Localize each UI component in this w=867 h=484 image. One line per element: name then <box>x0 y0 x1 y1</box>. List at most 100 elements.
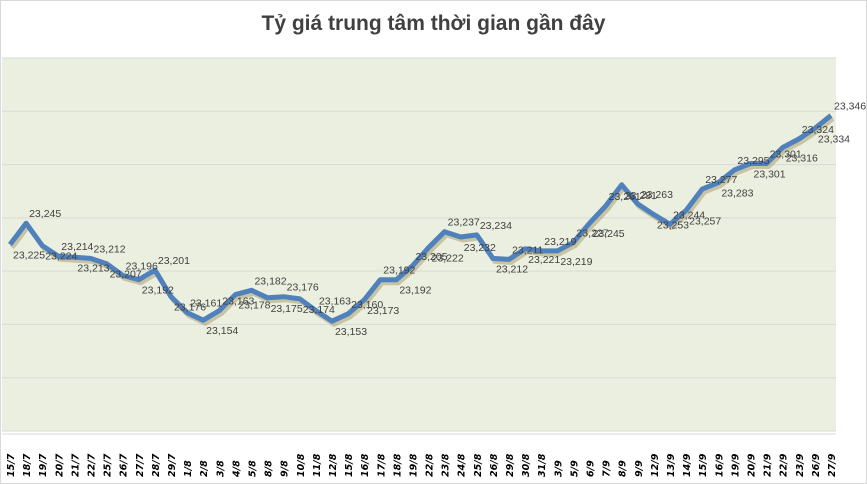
data-label: 23,244 <box>673 209 705 221</box>
series-line <box>8 113 833 324</box>
x-tick-label: 26/7 <box>119 453 130 477</box>
x-tick-label: 15/9 <box>698 453 709 477</box>
x-tick-label: 16/9 <box>714 453 725 477</box>
data-label: 23,295 <box>737 155 769 167</box>
x-tick-label: 27/9 <box>827 453 838 477</box>
data-label: 23,277 <box>705 174 737 186</box>
x-tick-label: 24/8 <box>457 453 468 477</box>
x-tick-label: 13/9 <box>666 453 677 477</box>
x-tick-label: 4/8 <box>231 460 242 478</box>
data-label: 23,222 <box>432 253 464 265</box>
data-label: 23,263 <box>641 189 673 201</box>
data-label: 23,176 <box>174 302 206 314</box>
data-label: 23,225 <box>13 250 45 262</box>
data-label: 23,212 <box>496 263 528 275</box>
data-label: 23,192 <box>383 265 415 277</box>
data-label: 23,221 <box>528 254 560 266</box>
data-label: 23,211 <box>512 244 543 256</box>
data-label: 23,201 <box>158 255 190 267</box>
x-tick-label: 29/7 <box>167 453 178 477</box>
x-tick-label: 18/8 <box>392 453 403 477</box>
data-label: 23,237 <box>448 217 480 229</box>
x-tick-label: 22/9 <box>779 453 790 477</box>
data-label: 23,192 <box>399 285 431 297</box>
data-label: 23,219 <box>560 256 592 268</box>
x-tick-label: 12/9 <box>650 453 661 477</box>
data-label: 23,196 <box>126 260 158 272</box>
data-label: 23,161 <box>190 298 222 310</box>
x-tick-label: 9/8 <box>280 460 291 477</box>
data-label: 23,234 <box>480 220 512 232</box>
data-label: 23,227 <box>576 227 608 239</box>
x-tick-label: 21/9 <box>763 453 774 477</box>
data-label: 23,182 <box>254 275 286 287</box>
x-tick-label: 19/8 <box>408 453 419 477</box>
x-tick-label: 12/8 <box>328 453 339 477</box>
x-tick-label: 5/8 <box>247 460 258 477</box>
x-tick-label: 19/7 <box>38 453 49 477</box>
x-tick-label: 15/8 <box>344 453 355 477</box>
x-tick-label: 23/9 <box>795 453 806 477</box>
data-label: 23,175 <box>271 303 303 315</box>
x-tick-label: 8/8 <box>264 460 275 477</box>
chart-title: Tỷ giá trung tâm thời gian gần đây <box>261 12 606 35</box>
data-label: 23,245 <box>29 208 61 220</box>
x-tick-label: 11/8 <box>312 453 323 477</box>
data-label: 23,224 <box>45 251 77 263</box>
data-label: 23,316 <box>786 153 818 165</box>
data-label: 23,334 <box>818 133 850 145</box>
x-tick-label: 26/8 <box>489 453 500 477</box>
x-tick-label: 6/9 <box>586 460 597 477</box>
x-tick-label: 9/9 <box>634 460 645 477</box>
data-label: 23,192 <box>142 285 174 297</box>
data-label: 23,283 <box>721 188 753 200</box>
x-tick-label: 23/8 <box>441 453 452 477</box>
x-tick-label: 2/8 <box>199 460 210 477</box>
line-shadow <box>10 116 835 327</box>
x-tick-label: 10/8 <box>296 453 307 477</box>
x-tick-label: 3/9 <box>553 460 564 477</box>
data-label: 23,232 <box>464 242 496 254</box>
x-tick-label: 5/9 <box>569 460 580 477</box>
x-tick-label: 16/8 <box>360 453 371 477</box>
data-label: 23,163 <box>222 296 254 308</box>
x-tick-label: 7/9 <box>602 460 613 477</box>
data-label: 23,174 <box>303 304 335 316</box>
data-label: 23,257 <box>689 215 721 227</box>
data-label: 23,346 <box>834 101 866 113</box>
x-tick-label: 25/8 <box>473 453 484 477</box>
data-label: 23,245 <box>593 228 625 240</box>
data-label: 23,301 <box>770 149 802 161</box>
x-tick-label: 1/8 <box>183 460 194 477</box>
data-label: 23,153 <box>335 326 367 338</box>
data-label: 23,261 <box>609 191 641 203</box>
data-label: 23,214 <box>61 241 93 253</box>
x-tick-label: 18/7 <box>22 453 33 477</box>
x-tick-label: 30/8 <box>521 453 532 477</box>
x-tick-label: 8/9 <box>618 460 629 477</box>
x-tick-label: 21/7 <box>70 453 81 477</box>
data-label: 23,178 <box>238 300 270 312</box>
x-tick-label: 22/8 <box>425 453 436 477</box>
x-tick-label: 19/9 <box>730 453 741 477</box>
data-label: 23,163 <box>319 296 351 308</box>
x-tick-label: 29/8 <box>505 453 516 477</box>
x-tick-label: 14/9 <box>682 453 693 477</box>
data-label: 23,253 <box>657 220 689 232</box>
x-tick-label: 22/7 <box>86 453 97 477</box>
x-tick-label: 25/7 <box>103 453 114 477</box>
data-label: 23,160 <box>351 299 383 311</box>
data-label: 23,281 <box>625 190 657 202</box>
x-tick-label: 28/7 <box>151 453 162 477</box>
plot-area <box>2 58 836 431</box>
data-label: 23,324 <box>802 124 834 136</box>
x-tick-label: 3/8 <box>215 460 226 477</box>
data-label: 23,219 <box>544 236 576 248</box>
data-label: 23,173 <box>367 305 399 317</box>
data-label: 23,154 <box>206 325 238 337</box>
data-label: 23,205 <box>415 251 447 263</box>
x-tick-label: 26/9 <box>811 453 822 477</box>
x-tick-label: 31/8 <box>537 453 548 477</box>
x-tick-label: 17/8 <box>376 453 387 477</box>
